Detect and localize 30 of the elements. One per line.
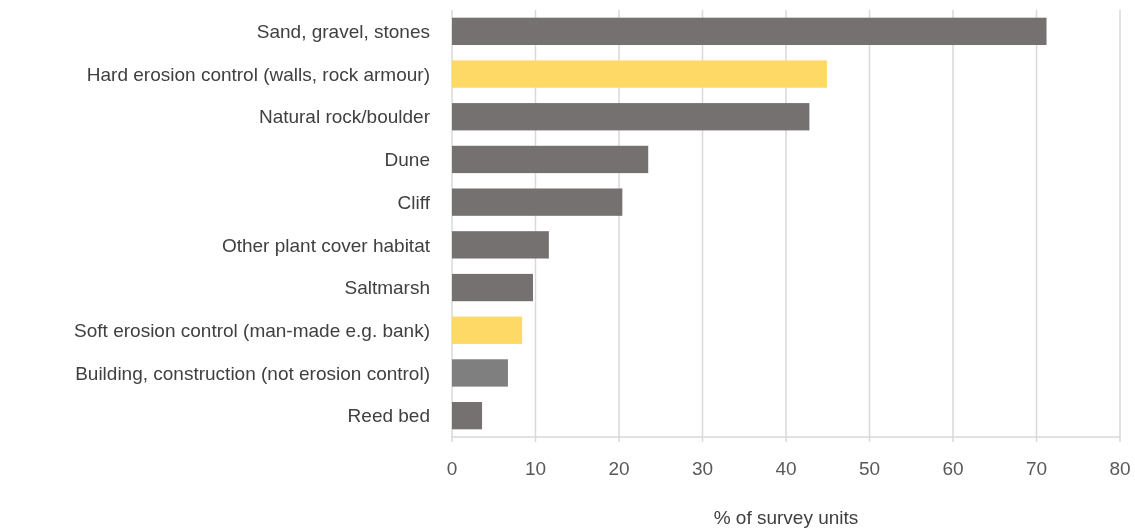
bar: [452, 316, 523, 344]
bar: [452, 17, 1047, 46]
bar: [452, 188, 623, 216]
y-tick-label: Soft erosion control (man-made e.g. bank): [74, 319, 430, 341]
y-tick-label: Building, construction (not erosion control): [75, 362, 430, 384]
bar: [452, 103, 810, 131]
bar: [452, 273, 533, 302]
y-tick-label: Dune: [384, 149, 430, 171]
bar: [452, 145, 649, 174]
x-tick-label: 80: [1109, 458, 1131, 479]
x-tick-label: 70: [1025, 458, 1048, 479]
x-tick-label: 20: [608, 458, 630, 479]
y-tick-label: Sand, gravel, stones: [256, 21, 430, 42]
bar: [452, 401, 483, 430]
x-tick-label: 0: [446, 458, 458, 479]
y-tick-label: Saltmarsh: [344, 277, 430, 299]
bar: [452, 60, 827, 88]
x-axis-title: % of survey units: [713, 507, 859, 528]
y-tick-label: Cliff: [397, 191, 431, 213]
x-tick-label: 50: [858, 458, 881, 479]
x-tick-label: 40: [775, 458, 797, 479]
x-tick-label: 60: [942, 458, 964, 479]
y-tick-label: Reed bed: [347, 405, 430, 427]
y-tick-label: Natural rock/boulder: [258, 106, 431, 128]
bar: [452, 359, 508, 387]
x-tick-label: 10: [524, 458, 547, 479]
bar: [452, 231, 549, 259]
y-tick-label: Hard erosion control (walls, rock armour): [86, 63, 430, 85]
y-tick-label: Other plant cover habitat: [221, 234, 431, 256]
x-tick-label: 30: [691, 458, 714, 479]
